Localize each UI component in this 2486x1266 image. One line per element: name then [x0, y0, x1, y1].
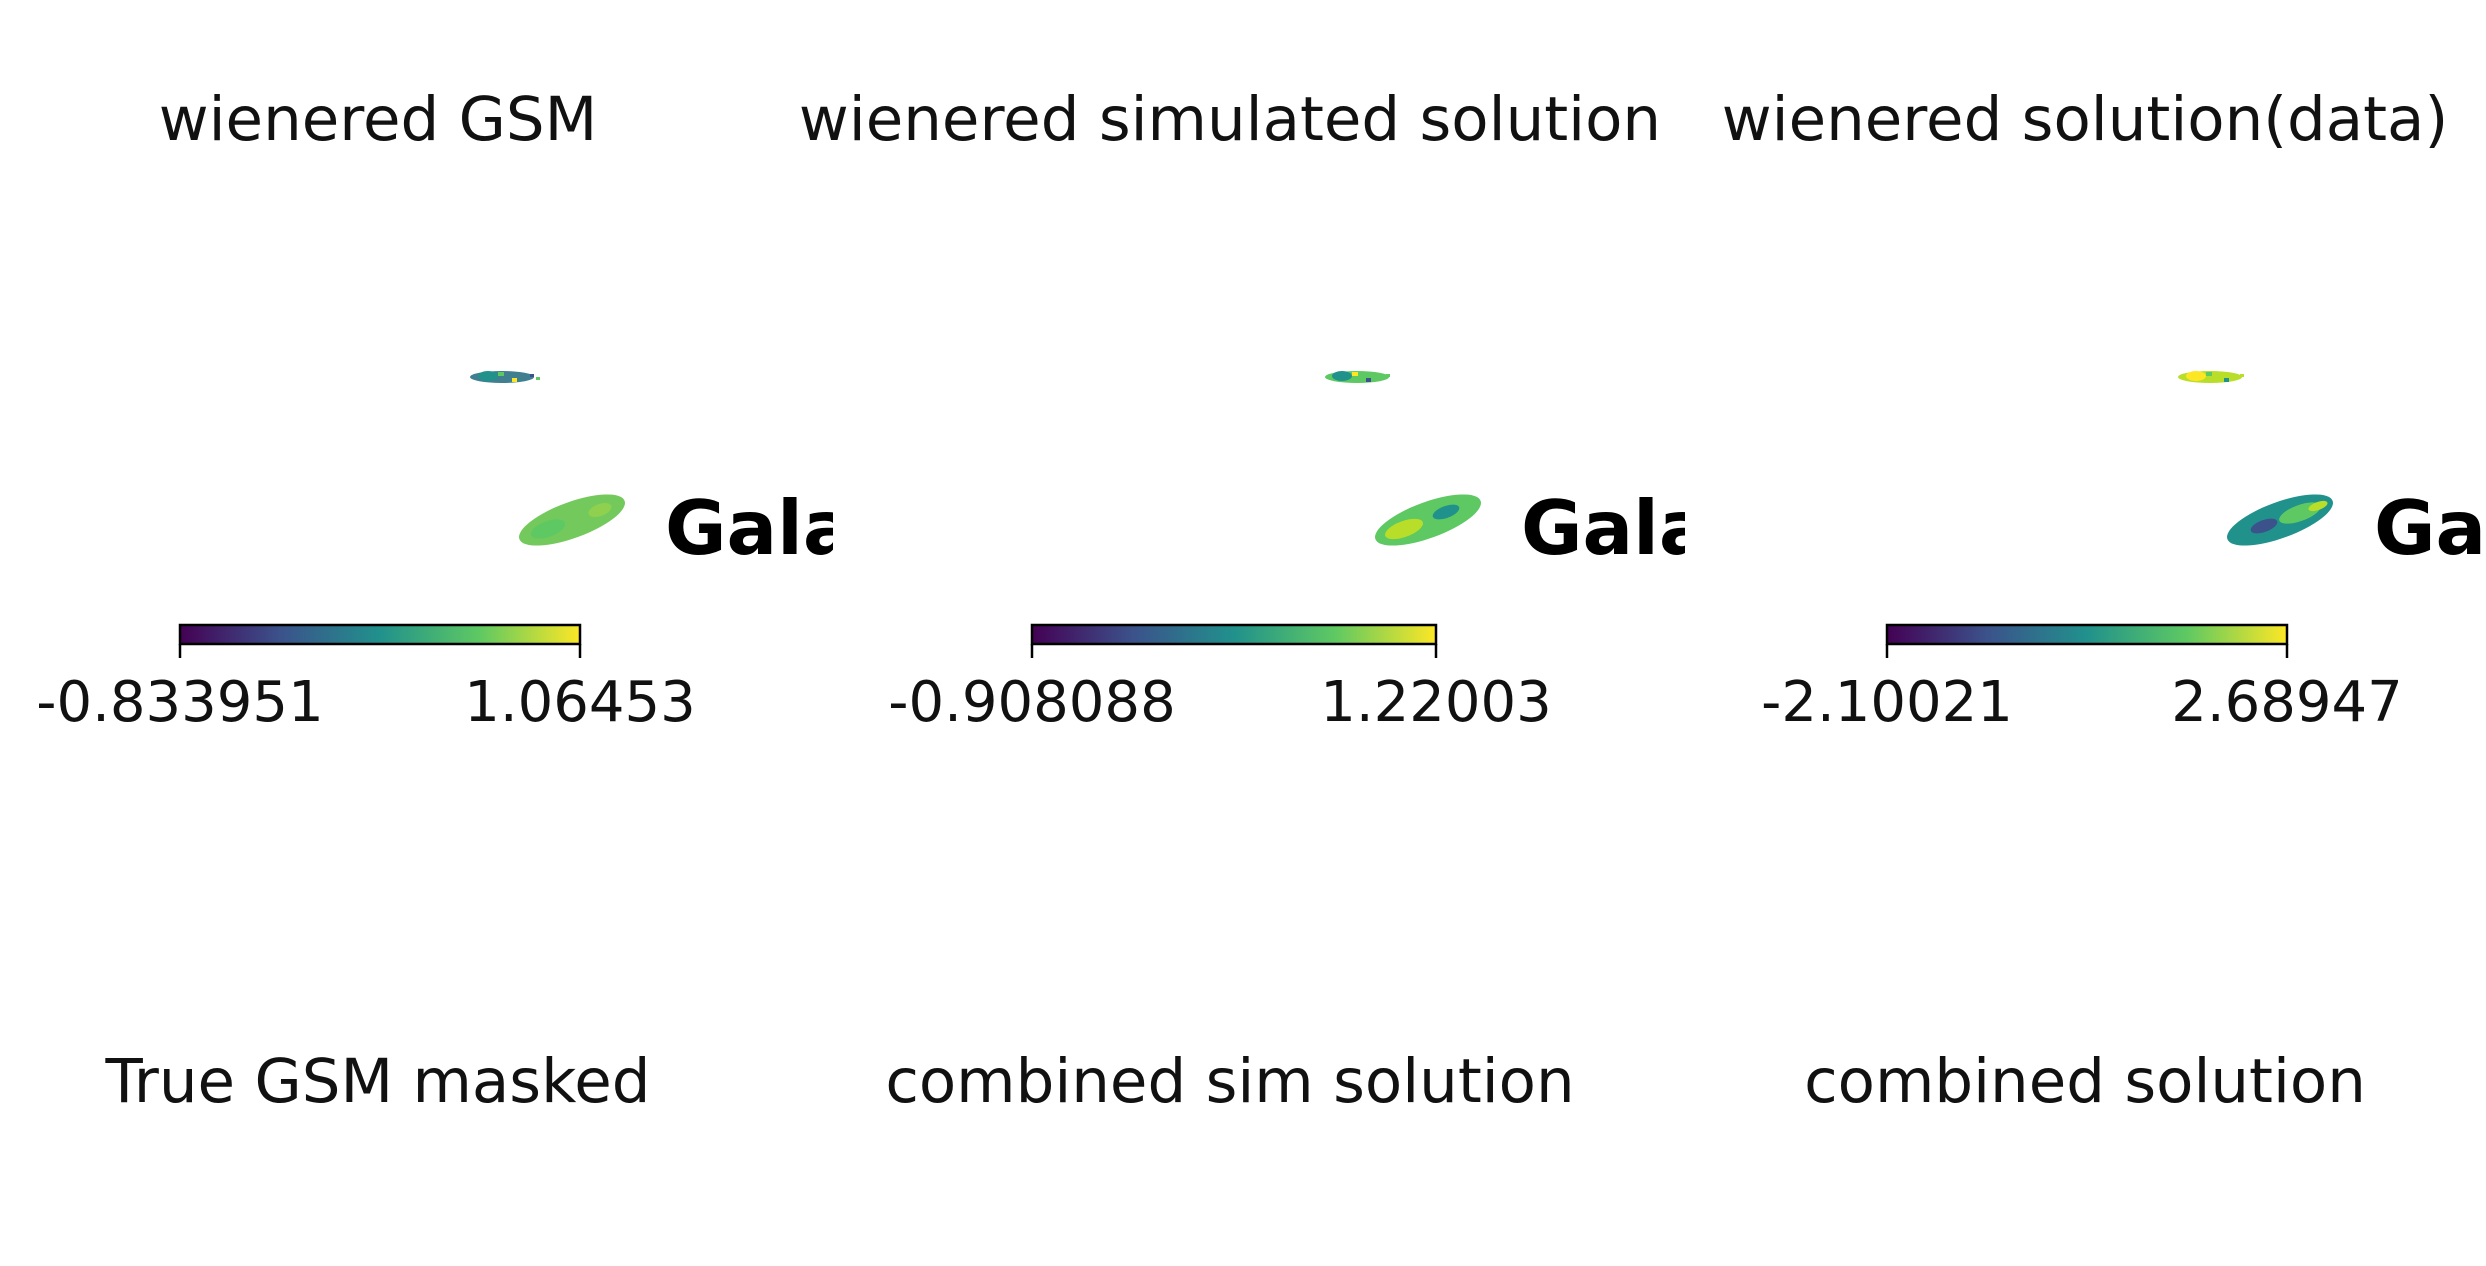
colorbar-max-label: 1.22003 [1320, 670, 1552, 735]
panel-wienered-simulated-solution: wienered simulated solution Gala -0.908 [799, 84, 1710, 735]
panel-combined-solution: combined solution [1804, 1046, 2366, 1117]
colorbar-gradient [178, 623, 582, 646]
colorbar-min-label: -2.10021 [1761, 670, 2013, 735]
panel-wienered-gsm: wienered GSM Gala -0.833951 [36, 84, 854, 735]
panel-title: combined sim solution [885, 1046, 1574, 1117]
colorbar-min-label: -0.908088 [888, 670, 1175, 735]
galaxy-label: Gala [1521, 484, 1710, 572]
panel-true-gsm-masked: True GSM masked [105, 1046, 651, 1117]
sky-fragment-small [1325, 371, 1390, 383]
colorbar-max-label: 1.06453 [464, 670, 696, 735]
sky-fragment-galactic [1375, 494, 1481, 546]
colorbar: -0.908088 1.22003 [888, 623, 1552, 735]
panel-title: combined solution [1804, 1046, 2366, 1117]
sky-map [470, 371, 625, 546]
colorbar-gradient [1030, 623, 1438, 646]
colorbar: -2.10021 2.68947 [1761, 623, 2403, 735]
sky-fragment-small [470, 371, 540, 383]
colorbar-gradient [1885, 623, 2289, 646]
panel-title: wienered simulated solution [799, 84, 1661, 155]
panel-title: wienered GSM [159, 84, 598, 155]
panel-combined-sim-solution: combined sim solution [885, 1046, 1574, 1117]
sky-fragment-small [2178, 371, 2244, 383]
panel-wienered-solution-data: wienered solution(data) Ga -2. [1722, 84, 2486, 735]
sky-fragment-galactic [2227, 494, 2333, 546]
panel-title: wienered solution(data) [1722, 84, 2449, 155]
sky-map [1325, 371, 1481, 546]
colorbar-min-label: -0.833951 [36, 670, 323, 735]
colorbar: -0.833951 1.06453 [36, 623, 696, 735]
panel-title: True GSM masked [105, 1046, 651, 1117]
colorbar-max-label: 2.68947 [2171, 670, 2403, 735]
sky-map [2178, 371, 2333, 546]
galaxy-label: Ga [2374, 484, 2486, 572]
galaxy-label: Gala [665, 484, 854, 572]
sky-fragment-galactic [519, 494, 625, 546]
